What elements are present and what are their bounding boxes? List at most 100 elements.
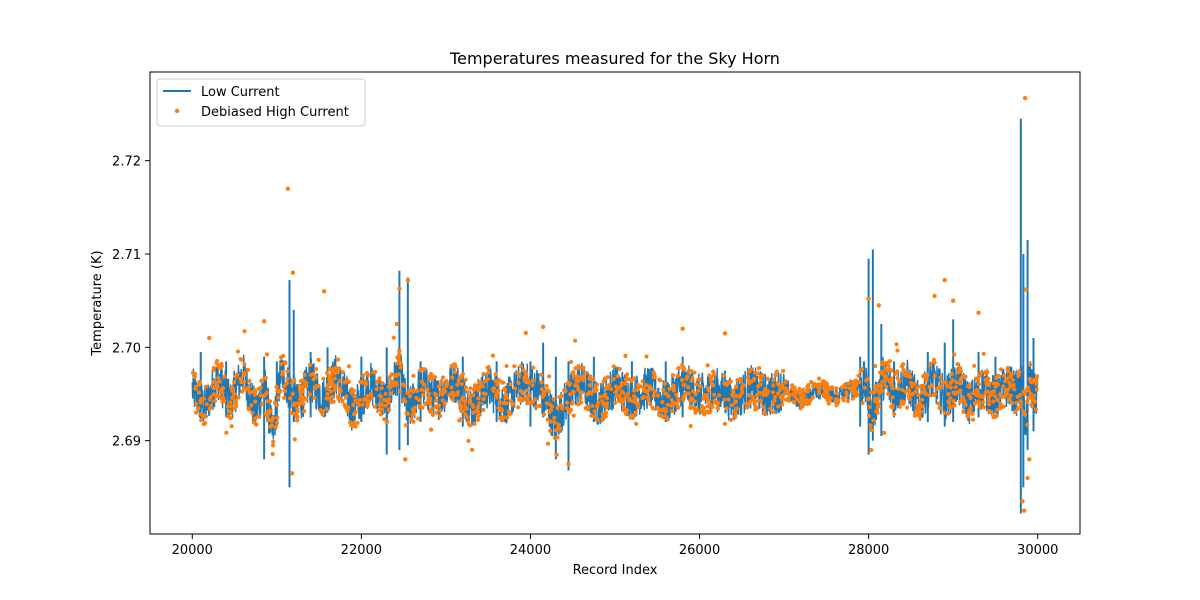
high-current-point [575, 374, 580, 379]
high-current-point [899, 364, 904, 369]
high-current-point [547, 374, 552, 379]
high-current-point [250, 410, 255, 416]
high-current-point [625, 372, 630, 377]
high-current-point [895, 376, 900, 381]
high-current-point [391, 335, 396, 340]
high-current-point [591, 377, 596, 382]
high-current-point [300, 378, 306, 383]
high-current-point [567, 392, 573, 397]
high-current-point [386, 397, 392, 402]
high-current-point [539, 380, 544, 385]
high-current-point [697, 377, 702, 382]
high-current-point [541, 412, 547, 417]
high-current-point [251, 420, 256, 425]
high-current-point [495, 382, 500, 387]
high-current-point [963, 374, 968, 379]
high-current-point [886, 363, 891, 368]
high-current-point [312, 395, 317, 400]
high-current-point [823, 393, 828, 398]
high-current-point [679, 378, 685, 383]
high-current-point [669, 397, 674, 402]
high-current-point [657, 408, 662, 413]
high-current-point [938, 375, 943, 380]
high-current-point [430, 412, 435, 418]
high-current-point [686, 385, 691, 390]
high-current-point [425, 400, 430, 405]
high-current-point [1001, 384, 1006, 389]
high-current-point [817, 376, 822, 381]
high-current-point [219, 363, 224, 369]
high-current-point [675, 373, 680, 378]
high-current-point [978, 370, 983, 376]
high-current-point [548, 428, 553, 434]
high-current-point [523, 374, 528, 379]
high-current-point [667, 387, 672, 392]
high-current-point [235, 349, 241, 354]
high-current-point [812, 382, 817, 387]
high-current-point [686, 369, 691, 374]
high-current-point [619, 383, 624, 389]
x-tick-label: 28000 [848, 543, 889, 558]
high-current-point [705, 363, 710, 368]
high-current-point [304, 384, 309, 389]
high-current-point [623, 353, 628, 358]
high-current-point [466, 438, 471, 444]
high-current-point [1027, 362, 1033, 367]
high-current-outlier [1021, 508, 1027, 513]
high-current-point [991, 399, 996, 404]
high-current-point [605, 375, 610, 380]
high-current-point [204, 401, 209, 407]
series-debiased-high-current [190, 95, 1040, 513]
high-current-point [613, 390, 618, 395]
high-current-point [1009, 371, 1014, 377]
high-current-point [573, 382, 578, 387]
high-current-point [986, 398, 991, 403]
high-current-point [876, 396, 881, 402]
high-current-point [583, 370, 589, 376]
high-current-point [290, 380, 295, 385]
high-current-point [361, 373, 366, 378]
high-current-outlier [403, 457, 408, 462]
high-current-point [598, 394, 603, 399]
high-current-point [429, 427, 434, 432]
high-current-point [647, 384, 652, 389]
high-current-point [475, 417, 481, 423]
high-current-point [234, 372, 240, 377]
high-current-point [450, 397, 455, 402]
high-current-point [733, 408, 738, 414]
high-current-outlier [868, 447, 874, 453]
high-current-point [787, 392, 792, 397]
high-current-point [442, 402, 447, 407]
high-current-point [472, 421, 477, 426]
high-current-point [573, 338, 578, 343]
x-tick-label: 30000 [1017, 543, 1058, 558]
high-current-point [477, 380, 482, 385]
high-current-point [422, 367, 427, 372]
high-current-point [477, 412, 482, 417]
high-current-point [752, 376, 757, 381]
high-current-point [884, 385, 889, 390]
high-current-point [881, 430, 887, 435]
high-current-point [230, 395, 235, 400]
high-current-outlier [321, 289, 327, 294]
high-current-point [968, 406, 973, 411]
high-current-point [325, 387, 331, 392]
high-current-point [721, 373, 727, 378]
high-current-point [761, 404, 766, 409]
high-current-point [242, 386, 247, 391]
high-current-point [476, 396, 481, 401]
high-current-point [358, 379, 363, 384]
high-current-point [980, 400, 986, 405]
high-current-point [981, 405, 987, 410]
high-current-point [449, 364, 454, 369]
high-current-point [442, 389, 448, 394]
high-current-point [617, 366, 622, 372]
high-current-point [263, 375, 268, 380]
high-current-point [624, 408, 630, 413]
high-current-point [758, 375, 763, 380]
high-current-point [756, 398, 761, 403]
high-current-point [436, 403, 441, 408]
high-current-point [325, 383, 331, 388]
high-current-point [771, 401, 776, 407]
high-current-point [239, 357, 244, 362]
